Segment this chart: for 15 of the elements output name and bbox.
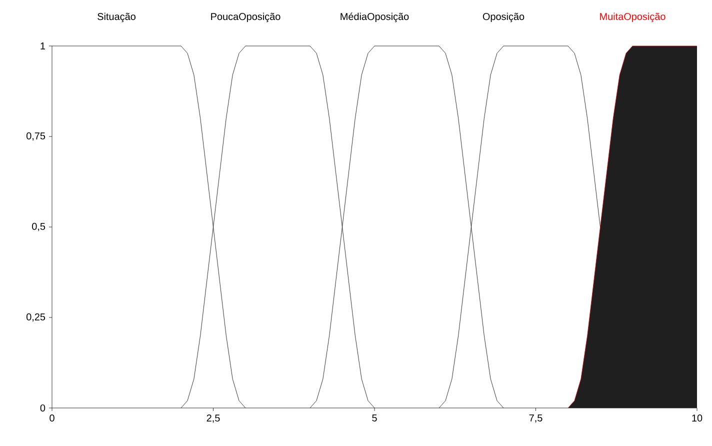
y-tick-label: 0,75 <box>26 132 46 141</box>
y-tick-label: 0,5 <box>32 222 46 232</box>
text: Oposição <box>482 12 524 22</box>
x-tick-label: 7,5 <box>529 414 542 423</box>
y-tick-label: 1 <box>40 42 46 50</box>
text: Situação <box>98 12 136 22</box>
y-tick-label: 0 <box>40 404 46 412</box>
x-tick-label: 10 <box>692 414 702 422</box>
x-tick-label: 0 <box>50 414 54 422</box>
text: MuitaOposição <box>600 12 666 22</box>
text: PoucaOposição <box>211 12 280 22</box>
text: MédiaOposição <box>340 12 409 22</box>
x-tick-label: 5 <box>372 414 377 422</box>
y-tick-label: 0,25 <box>26 313 46 322</box>
x-tick-label: 2,5 <box>206 414 220 423</box>
